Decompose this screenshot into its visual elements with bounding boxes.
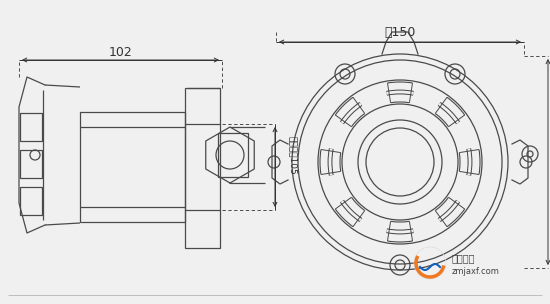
Bar bbox=[20, 113, 42, 141]
Bar bbox=[185, 88, 220, 248]
Bar bbox=[218, 133, 248, 177]
Text: 约150: 约150 bbox=[384, 26, 416, 40]
Text: 安装尺寸105: 安装尺寸105 bbox=[289, 136, 298, 174]
Bar bbox=[80, 112, 185, 222]
Text: 102: 102 bbox=[109, 46, 133, 58]
Text: 智森消防: 智森消防 bbox=[452, 253, 476, 263]
Bar bbox=[20, 187, 42, 215]
Bar bbox=[20, 150, 42, 178]
Text: zmjaxf.com: zmjaxf.com bbox=[452, 268, 500, 277]
